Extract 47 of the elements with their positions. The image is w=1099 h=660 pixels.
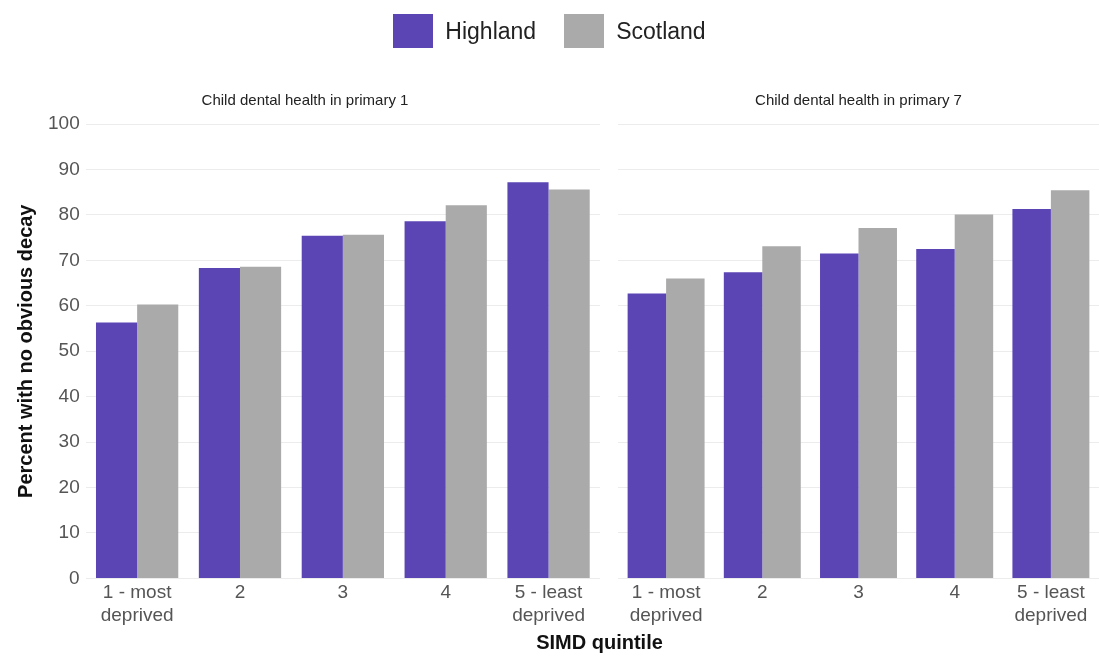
bar (404, 221, 446, 578)
bar (239, 266, 282, 578)
bar (954, 214, 994, 578)
bar (548, 189, 590, 578)
bar (627, 293, 667, 578)
x-tick-label: 1 - most deprived (629, 581, 703, 625)
y-tick-label: 60 (58, 293, 80, 315)
x-tick-label: 5 - least deprived (1014, 581, 1088, 625)
y-tick-label: 20 (58, 475, 80, 497)
y-tick-label: 80 (58, 203, 80, 225)
y-axis-title: Percent with no obvious decay (13, 203, 36, 498)
legend-label: Scotland (616, 17, 706, 45)
bar (95, 322, 138, 578)
y-tick-label: 0 (69, 566, 80, 588)
chart-title: Child dental health in primary 7 (755, 91, 962, 109)
x-tick-label: 2 (757, 581, 768, 603)
y-tick-label: 10 (58, 521, 80, 543)
bar (342, 234, 384, 578)
x-tick-label: 5 - least deprived (512, 581, 586, 625)
legend-label: Highland (445, 17, 537, 45)
bar (301, 235, 343, 578)
x-tick-label: 1 - most deprived (100, 581, 174, 625)
bar (762, 246, 801, 578)
bar (1012, 208, 1051, 578)
x-tick-label: 3 (853, 581, 864, 603)
x-tick-label: 4 (949, 581, 961, 603)
bar (916, 248, 955, 578)
bar (445, 205, 487, 578)
bar (137, 304, 179, 578)
y-tick-label: 100 (48, 112, 80, 134)
y-tick-label: 30 (58, 430, 80, 452)
y-tick-label: 90 (58, 157, 80, 179)
x-tick-label: 3 (337, 581, 349, 603)
x-axis-title: SIMD quintile (535, 630, 664, 655)
bar (198, 268, 240, 578)
y-tick-label: 40 (58, 384, 80, 406)
x-tick-label: 2 (234, 581, 246, 603)
bar (820, 253, 859, 578)
bar (666, 278, 705, 578)
chart-title: Child dental health in primary 1 (201, 91, 409, 109)
y-tick-label: 50 (58, 339, 80, 361)
bar (507, 182, 549, 578)
bar (1050, 190, 1090, 578)
x-tick-label: 4 (440, 581, 452, 603)
y-tick-label: 70 (58, 248, 80, 270)
bar (723, 272, 763, 578)
bar (858, 228, 897, 578)
